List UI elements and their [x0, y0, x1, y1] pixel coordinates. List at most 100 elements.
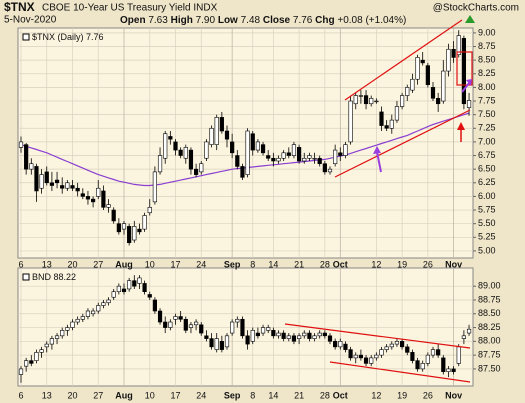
candle-body — [286, 335, 291, 339]
candle-body — [121, 223, 127, 230]
candle-body — [466, 328, 472, 334]
y-tick-label: 7.50 — [478, 109, 496, 119]
x-tick-label: Oct — [333, 259, 348, 269]
candle-body — [60, 185, 65, 189]
arrow — [376, 151, 382, 173]
candle-body — [333, 341, 338, 348]
candle-body — [96, 305, 101, 312]
candle-body — [343, 343, 348, 350]
candle-body — [276, 332, 281, 337]
x-tick-label: 17 — [170, 390, 180, 400]
x-tick-label: 28 — [320, 390, 330, 400]
bnd-panel — [17, 267, 474, 387]
annotations — [284, 19, 473, 383]
candle-body — [127, 226, 132, 244]
candle-body — [296, 335, 302, 339]
candle-body — [29, 360, 34, 364]
trend-line — [334, 109, 471, 178]
y-tick-label: 88.25 — [478, 322, 501, 332]
candle-body — [54, 179, 60, 184]
candle-body — [260, 327, 266, 334]
candle-body — [127, 280, 132, 290]
candle-body — [399, 95, 405, 107]
quote-label: High — [171, 15, 193, 26]
candle-body — [466, 100, 472, 108]
arrow-head — [373, 146, 381, 154]
candle-body — [461, 38, 467, 105]
candle-body — [358, 95, 364, 97]
candle-body — [178, 149, 183, 156]
candle-body — [65, 182, 70, 189]
candle-body — [39, 174, 44, 189]
x-tick-label: Aug — [115, 390, 133, 400]
candle-body — [327, 168, 333, 173]
candle-body — [230, 321, 235, 334]
x-tick-label: Aug — [115, 259, 133, 269]
candle-body — [322, 163, 327, 173]
candle-body — [183, 318, 188, 331]
candle-body — [338, 341, 343, 348]
candle-body — [374, 354, 379, 359]
candle-body — [250, 330, 255, 342]
candle-body — [245, 130, 250, 175]
candle-body — [178, 316, 183, 320]
candle-body — [379, 111, 384, 126]
candle-body — [384, 125, 389, 129]
candle-body — [152, 171, 158, 203]
candle-body — [451, 48, 456, 58]
candle-body — [317, 157, 322, 165]
x-tick-label: 6 — [18, 259, 23, 269]
legend-icon — [22, 273, 30, 281]
candle-body — [39, 349, 44, 353]
candle-body — [209, 338, 214, 348]
candle-body — [384, 346, 389, 350]
candle-body — [425, 65, 430, 85]
candle-body — [183, 147, 188, 159]
y-tick-label: 6.00 — [478, 191, 496, 201]
candle-body — [54, 335, 60, 339]
x-tick-label: 10 — [145, 259, 155, 269]
candle-body — [410, 78, 415, 91]
candle-body — [80, 316, 85, 320]
candle-body — [348, 349, 353, 359]
y-tick-label: 7.25 — [478, 123, 496, 133]
candle-body — [266, 155, 271, 159]
quote-value: 7.76 — [293, 15, 313, 26]
candle-body — [281, 152, 286, 159]
candle-body — [34, 352, 39, 361]
candle-body — [312, 335, 317, 339]
x-tick-label: 14 — [268, 390, 278, 400]
x-tick-label: 24 — [196, 259, 206, 269]
candle-body — [389, 343, 394, 348]
y-tick-label: 89.00 — [478, 281, 501, 291]
x-tick-label: 24 — [196, 390, 206, 400]
candle-body — [91, 198, 96, 203]
trend-line — [344, 19, 463, 101]
candle-body — [137, 277, 142, 284]
up-arrow-icon — [465, 15, 475, 23]
x-tick-label: 20 — [67, 259, 77, 269]
candle-body — [374, 100, 379, 103]
y-tick-label: 88.50 — [478, 308, 501, 318]
candle-body — [343, 144, 348, 156]
y-tick-label: 8.25 — [478, 68, 496, 78]
y-tick-label: 8.50 — [478, 55, 496, 65]
y-tick-label: 5.50 — [478, 218, 496, 228]
candle-body — [271, 157, 276, 162]
candle-body — [307, 332, 312, 339]
candle-body — [369, 98, 374, 105]
candle-body — [291, 335, 297, 342]
candle-body — [147, 294, 152, 298]
candle-body — [70, 321, 75, 328]
quote-label: Close — [263, 15, 291, 26]
candle-body — [327, 335, 333, 342]
header: $TNX CBOE 10-Year US Treasury Yield INDX… — [4, 0, 519, 25]
candle-body — [451, 368, 456, 372]
candle-body — [322, 332, 327, 337]
candle-body — [204, 335, 209, 339]
candle-body — [369, 357, 374, 364]
candle-body — [250, 133, 255, 151]
candle-body — [214, 338, 219, 350]
candle-body — [29, 163, 34, 170]
candle-body — [302, 332, 307, 337]
